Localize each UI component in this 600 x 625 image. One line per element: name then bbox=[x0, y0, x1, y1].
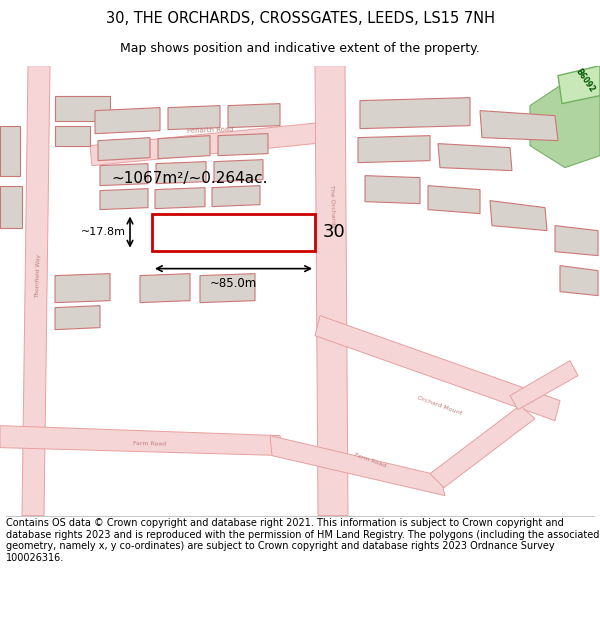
Polygon shape bbox=[0, 426, 285, 456]
Polygon shape bbox=[212, 186, 260, 207]
Polygon shape bbox=[0, 126, 20, 176]
Polygon shape bbox=[100, 189, 148, 209]
Polygon shape bbox=[155, 188, 205, 209]
Polygon shape bbox=[95, 107, 160, 134]
Polygon shape bbox=[530, 76, 600, 168]
Text: 30: 30 bbox=[323, 223, 346, 241]
Polygon shape bbox=[270, 436, 445, 496]
Polygon shape bbox=[558, 66, 600, 104]
Text: B6092: B6092 bbox=[574, 67, 596, 94]
Polygon shape bbox=[140, 274, 190, 302]
Polygon shape bbox=[98, 138, 150, 161]
Polygon shape bbox=[214, 159, 263, 182]
Polygon shape bbox=[55, 96, 110, 121]
Polygon shape bbox=[560, 266, 598, 296]
Polygon shape bbox=[315, 316, 560, 421]
Text: Map shows position and indicative extent of the property.: Map shows position and indicative extent… bbox=[120, 42, 480, 55]
Text: The Orchards: The Orchards bbox=[329, 184, 335, 227]
Polygon shape bbox=[90, 121, 345, 166]
Text: Penarth Road: Penarth Road bbox=[187, 127, 233, 134]
Text: ~1067m²/~0.264ac.: ~1067m²/~0.264ac. bbox=[112, 171, 268, 186]
Text: 30, THE ORCHARDS, CROSSGATES, LEEDS, LS15 7NH: 30, THE ORCHARDS, CROSSGATES, LEEDS, LS1… bbox=[106, 11, 494, 26]
Text: Farm Road: Farm Road bbox=[133, 441, 167, 446]
Polygon shape bbox=[555, 226, 598, 256]
Polygon shape bbox=[315, 66, 348, 516]
Polygon shape bbox=[55, 126, 90, 146]
Polygon shape bbox=[430, 406, 535, 488]
Polygon shape bbox=[100, 164, 148, 186]
Text: ~17.8m: ~17.8m bbox=[81, 227, 126, 237]
Text: Orchard Mount: Orchard Mount bbox=[417, 395, 463, 416]
Polygon shape bbox=[510, 361, 578, 409]
Text: ~85.0m: ~85.0m bbox=[210, 277, 257, 289]
Text: Contains OS data © Crown copyright and database right 2021. This information is : Contains OS data © Crown copyright and d… bbox=[6, 518, 599, 562]
Text: Farm Road: Farm Road bbox=[353, 452, 386, 469]
Polygon shape bbox=[480, 111, 558, 141]
Polygon shape bbox=[428, 186, 480, 214]
Polygon shape bbox=[168, 106, 220, 129]
Polygon shape bbox=[218, 134, 268, 156]
Polygon shape bbox=[438, 144, 512, 171]
Polygon shape bbox=[228, 104, 280, 127]
Polygon shape bbox=[55, 306, 100, 329]
Polygon shape bbox=[358, 136, 430, 162]
Polygon shape bbox=[360, 98, 470, 129]
Text: Thornfield Way: Thornfield Way bbox=[35, 254, 41, 298]
Polygon shape bbox=[55, 274, 110, 302]
Polygon shape bbox=[200, 274, 255, 302]
Polygon shape bbox=[0, 186, 22, 228]
Polygon shape bbox=[158, 136, 210, 159]
Polygon shape bbox=[22, 66, 50, 516]
Polygon shape bbox=[156, 162, 206, 184]
Polygon shape bbox=[490, 201, 547, 231]
Polygon shape bbox=[365, 176, 420, 204]
